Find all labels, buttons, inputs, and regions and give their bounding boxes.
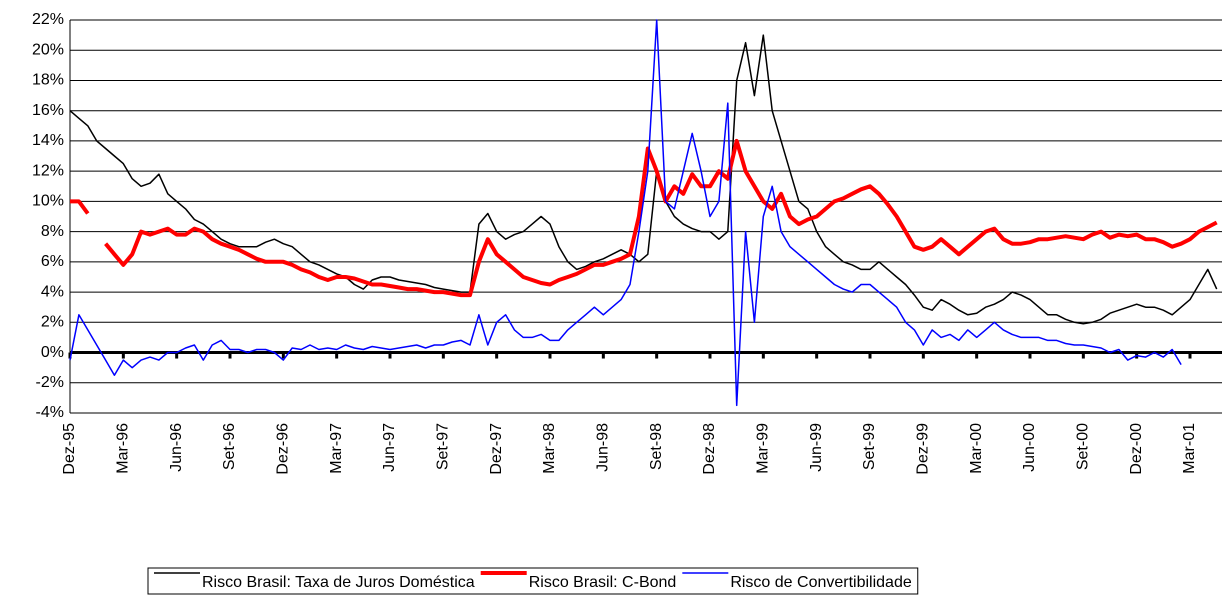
x-tick-label: Dez-97 [488, 423, 505, 475]
x-tick-label: Jun-97 [381, 423, 398, 472]
x-tick-label: Jun-99 [808, 423, 825, 472]
series-line [70, 138, 1218, 298]
y-tick-label: 22% [32, 11, 64, 28]
legend-label: Risco Brasil: C-Bond [529, 574, 677, 591]
legend-box [147, 567, 919, 595]
x-tick-label: Set-98 [648, 423, 665, 470]
x-tick-label: Set-99 [861, 423, 878, 470]
y-tick-label: 18% [32, 72, 64, 89]
y-tick-label: -4% [36, 404, 64, 421]
y-tick-label: 6% [41, 253, 64, 270]
legend-label: Risco Brasil: Taxa de Juros Doméstica [202, 574, 475, 591]
y-tick-label: 20% [32, 41, 64, 58]
y-tick-label: 16% [32, 102, 64, 119]
x-tick-label: Mar-99 [755, 423, 772, 474]
x-tick-label: Mar-01 [1181, 423, 1198, 474]
x-tick-label: Mar-98 [541, 423, 558, 474]
y-tick-label: 8% [41, 223, 64, 240]
y-tick-label: 14% [32, 132, 64, 149]
y-tick-label: 0% [41, 344, 64, 361]
x-tick-label: Mar-00 [968, 423, 985, 474]
x-tick-label: Dez-96 [275, 423, 292, 475]
x-tick-label: Dez-95 [61, 423, 78, 475]
legend-label: Risco de Convertibilidade [730, 574, 912, 591]
x-tick-label: Mar-97 [328, 423, 345, 474]
series-line [69, 34, 1218, 325]
x-tick-label: Mar-96 [115, 423, 132, 474]
legend: Risco Brasil: Taxa de Juros Doméstica Ris… [147, 567, 919, 595]
series-line [69, 19, 1182, 407]
x-tick-label: Set-96 [221, 423, 238, 470]
x-tick-label: Dez-99 [915, 423, 932, 475]
x-tick-label: Dez-98 [701, 423, 718, 475]
y-tick-label: -2% [36, 374, 64, 391]
x-tick-label: Jun-98 [595, 423, 612, 472]
y-tick-label: 2% [41, 314, 64, 331]
y-tick-label: 12% [32, 162, 64, 179]
x-tick-label: Jun-96 [168, 423, 185, 472]
x-tick-label: Dez-00 [1128, 423, 1145, 475]
y-tick-label: 10% [32, 193, 64, 210]
x-tick-label: Jun-00 [1021, 423, 1038, 472]
x-tick-label: Set-00 [1075, 423, 1092, 470]
y-tick-label: 4% [41, 283, 64, 300]
x-tick-label: Set-97 [435, 423, 452, 470]
